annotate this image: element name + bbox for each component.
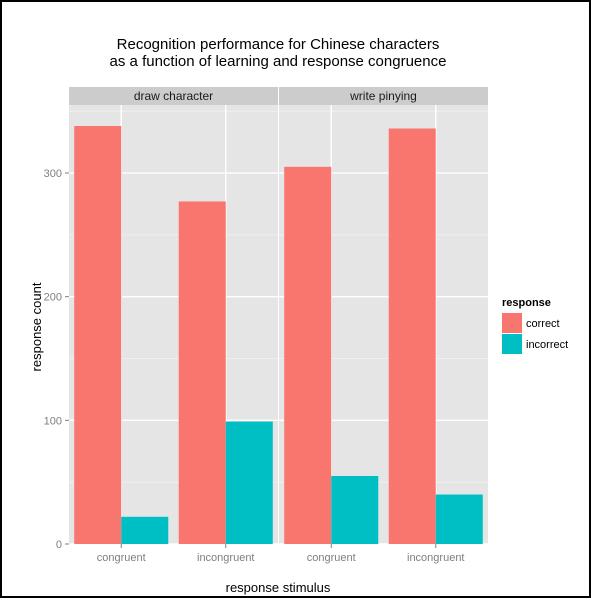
- facet-strip-label: draw character: [134, 89, 213, 103]
- facet-panel: draw character congruent incongruent: [69, 87, 278, 564]
- bar-incorrect: [121, 516, 169, 544]
- legend: response correct incorrect: [502, 297, 568, 354]
- x-tick-label: congruent: [307, 552, 356, 564]
- y-tick-label: 200: [44, 292, 62, 304]
- facet-panel: write pinying congruent incongruent: [279, 87, 488, 564]
- y-axis: 0 100 200 300: [44, 168, 69, 551]
- legend-title: response: [502, 297, 551, 309]
- facet-strip-label: write pinying: [349, 89, 417, 103]
- bar-correct: [388, 128, 436, 544]
- x-tick-label: incongruent: [197, 552, 255, 564]
- x-tick-label: congruent: [97, 552, 146, 564]
- legend-label-incorrect: incorrect: [526, 339, 568, 351]
- legend-label-correct: correct: [526, 318, 560, 330]
- facet-strip: [279, 87, 488, 105]
- bar-correct: [178, 201, 226, 544]
- x-tick-label: incongruent: [407, 552, 465, 564]
- x-axis-title: response stimulus: [226, 580, 331, 595]
- chart-title-line-1: Recognition performance for Chinese char…: [117, 36, 440, 53]
- y-tick-label: 100: [44, 415, 62, 427]
- legend-key-correct: [502, 313, 522, 333]
- bar-incorrect: [435, 494, 483, 544]
- bar-correct: [284, 166, 332, 544]
- bar-correct: [74, 126, 122, 545]
- y-tick-label: 0: [56, 539, 62, 551]
- facet-strip: [69, 87, 278, 105]
- y-tick-label: 300: [44, 168, 62, 180]
- chart-title-line-2: as a function of learning and response c…: [110, 53, 447, 70]
- legend-key-incorrect: [502, 334, 522, 354]
- bar-incorrect: [225, 421, 273, 544]
- y-axis-title: response count: [29, 282, 44, 371]
- bar-incorrect: [331, 475, 379, 544]
